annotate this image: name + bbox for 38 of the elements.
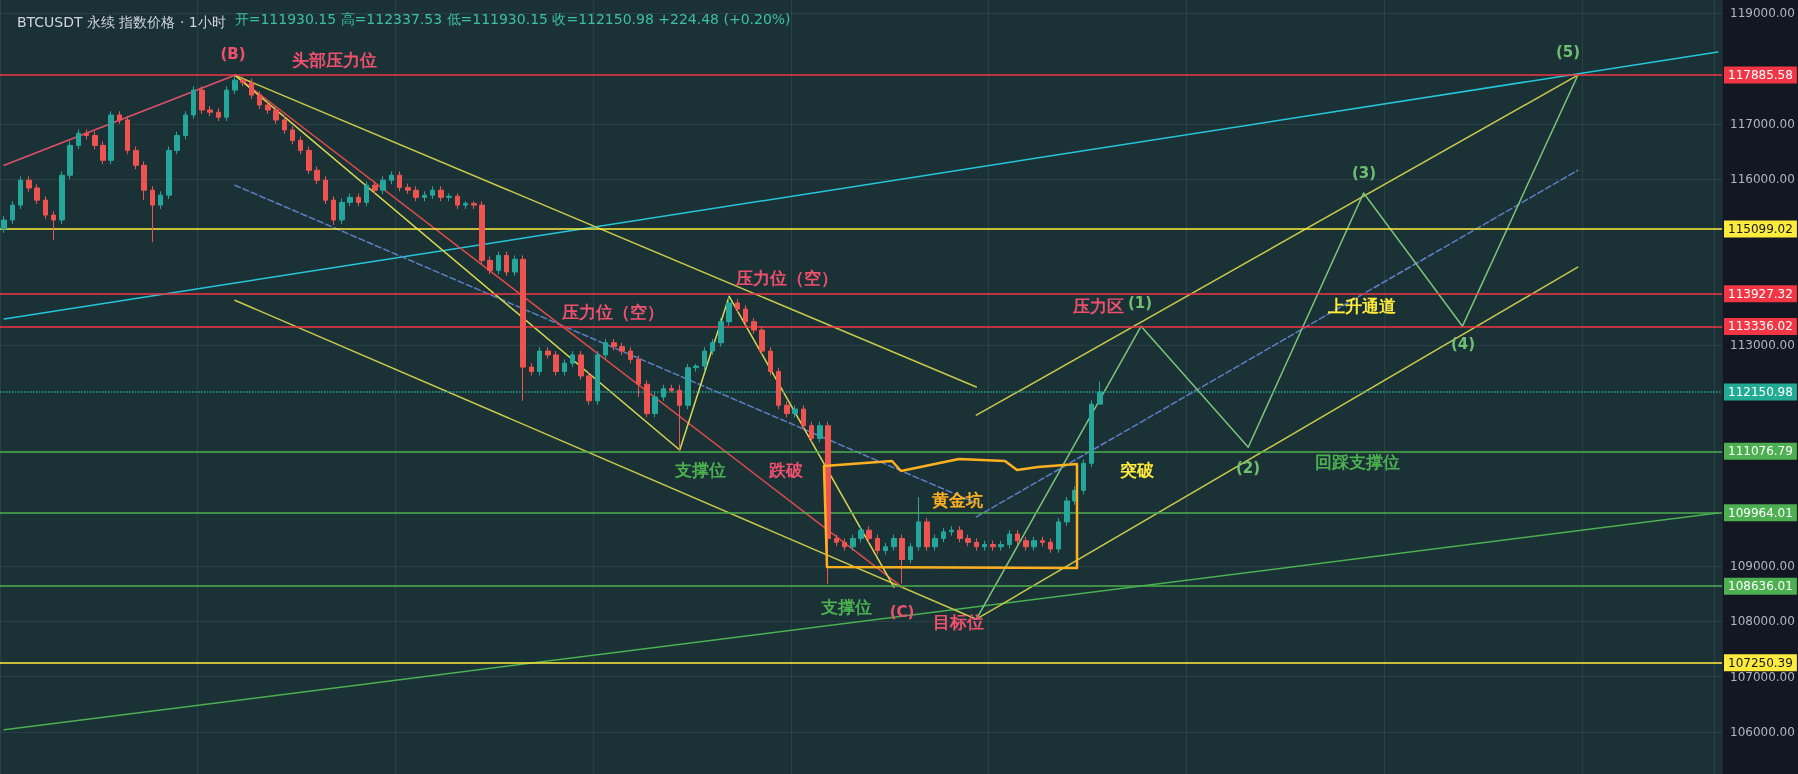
annotation: 压力位（空） <box>561 302 664 322</box>
annotation: 上升通道 <box>1327 296 1396 316</box>
ref-line-label: 111076.79 <box>1728 444 1793 459</box>
y-tick-label: 107000.00 <box>1730 669 1795 684</box>
annotation: (3) <box>1351 164 1377 182</box>
y-tick-label: 116000.00 <box>1730 172 1795 187</box>
text: BTCUSDT 永续 指数价格 · 1小时 <box>17 14 226 30</box>
annotation: 支撑位 <box>819 597 872 617</box>
ref-line-label: 109964.01 <box>1728 505 1793 520</box>
y-tick-label: 117000.00 <box>1730 116 1795 131</box>
annotation: 跌破 <box>768 460 804 480</box>
annotation: 突破 <box>1119 460 1155 480</box>
annotation: (4) <box>1450 335 1476 353</box>
annotation: 目标位 <box>932 612 984 632</box>
y-tick-label: 109000.00 <box>1730 559 1795 574</box>
annotation: (1) <box>1127 294 1153 312</box>
ref-line-label: 113336.02 <box>1728 319 1793 334</box>
ref-line-label: 107250.39 <box>1728 655 1793 670</box>
y-tick-label: 106000.00 <box>1730 724 1795 739</box>
y-tick-label: 108000.00 <box>1730 614 1795 629</box>
annotation: 头部压力位 <box>292 50 377 70</box>
annotation: 支撑位 <box>673 460 726 480</box>
y-tick-label: 113000.00 <box>1730 337 1795 352</box>
ref-line-label: 117885.58 <box>1728 67 1793 82</box>
ref-line-label: 112150.98 <box>1728 384 1793 399</box>
ref-line-label: 115099.02 <box>1728 221 1793 236</box>
text: 开=111930.15 高=112337.53 低=111930.15 收=112150.98 +224.48 (+0.20%) <box>234 11 791 27</box>
annotation: 黄金坑 <box>930 490 983 510</box>
y-tick-label: 119000.00 <box>1730 6 1795 21</box>
annotation: (5) <box>1555 43 1581 61</box>
annotation: (C) <box>889 603 915 621</box>
annotation: 压力位（空） <box>735 268 838 288</box>
annotation: (2) <box>1235 459 1261 477</box>
annotation: 压力区 <box>1071 296 1124 316</box>
annotation: 回踩支撑位 <box>1315 452 1400 472</box>
ref-line-label: 113927.32 <box>1728 286 1793 301</box>
ref-line-label: 108636.01 <box>1728 579 1793 594</box>
annotation: (B) <box>220 45 246 63</box>
